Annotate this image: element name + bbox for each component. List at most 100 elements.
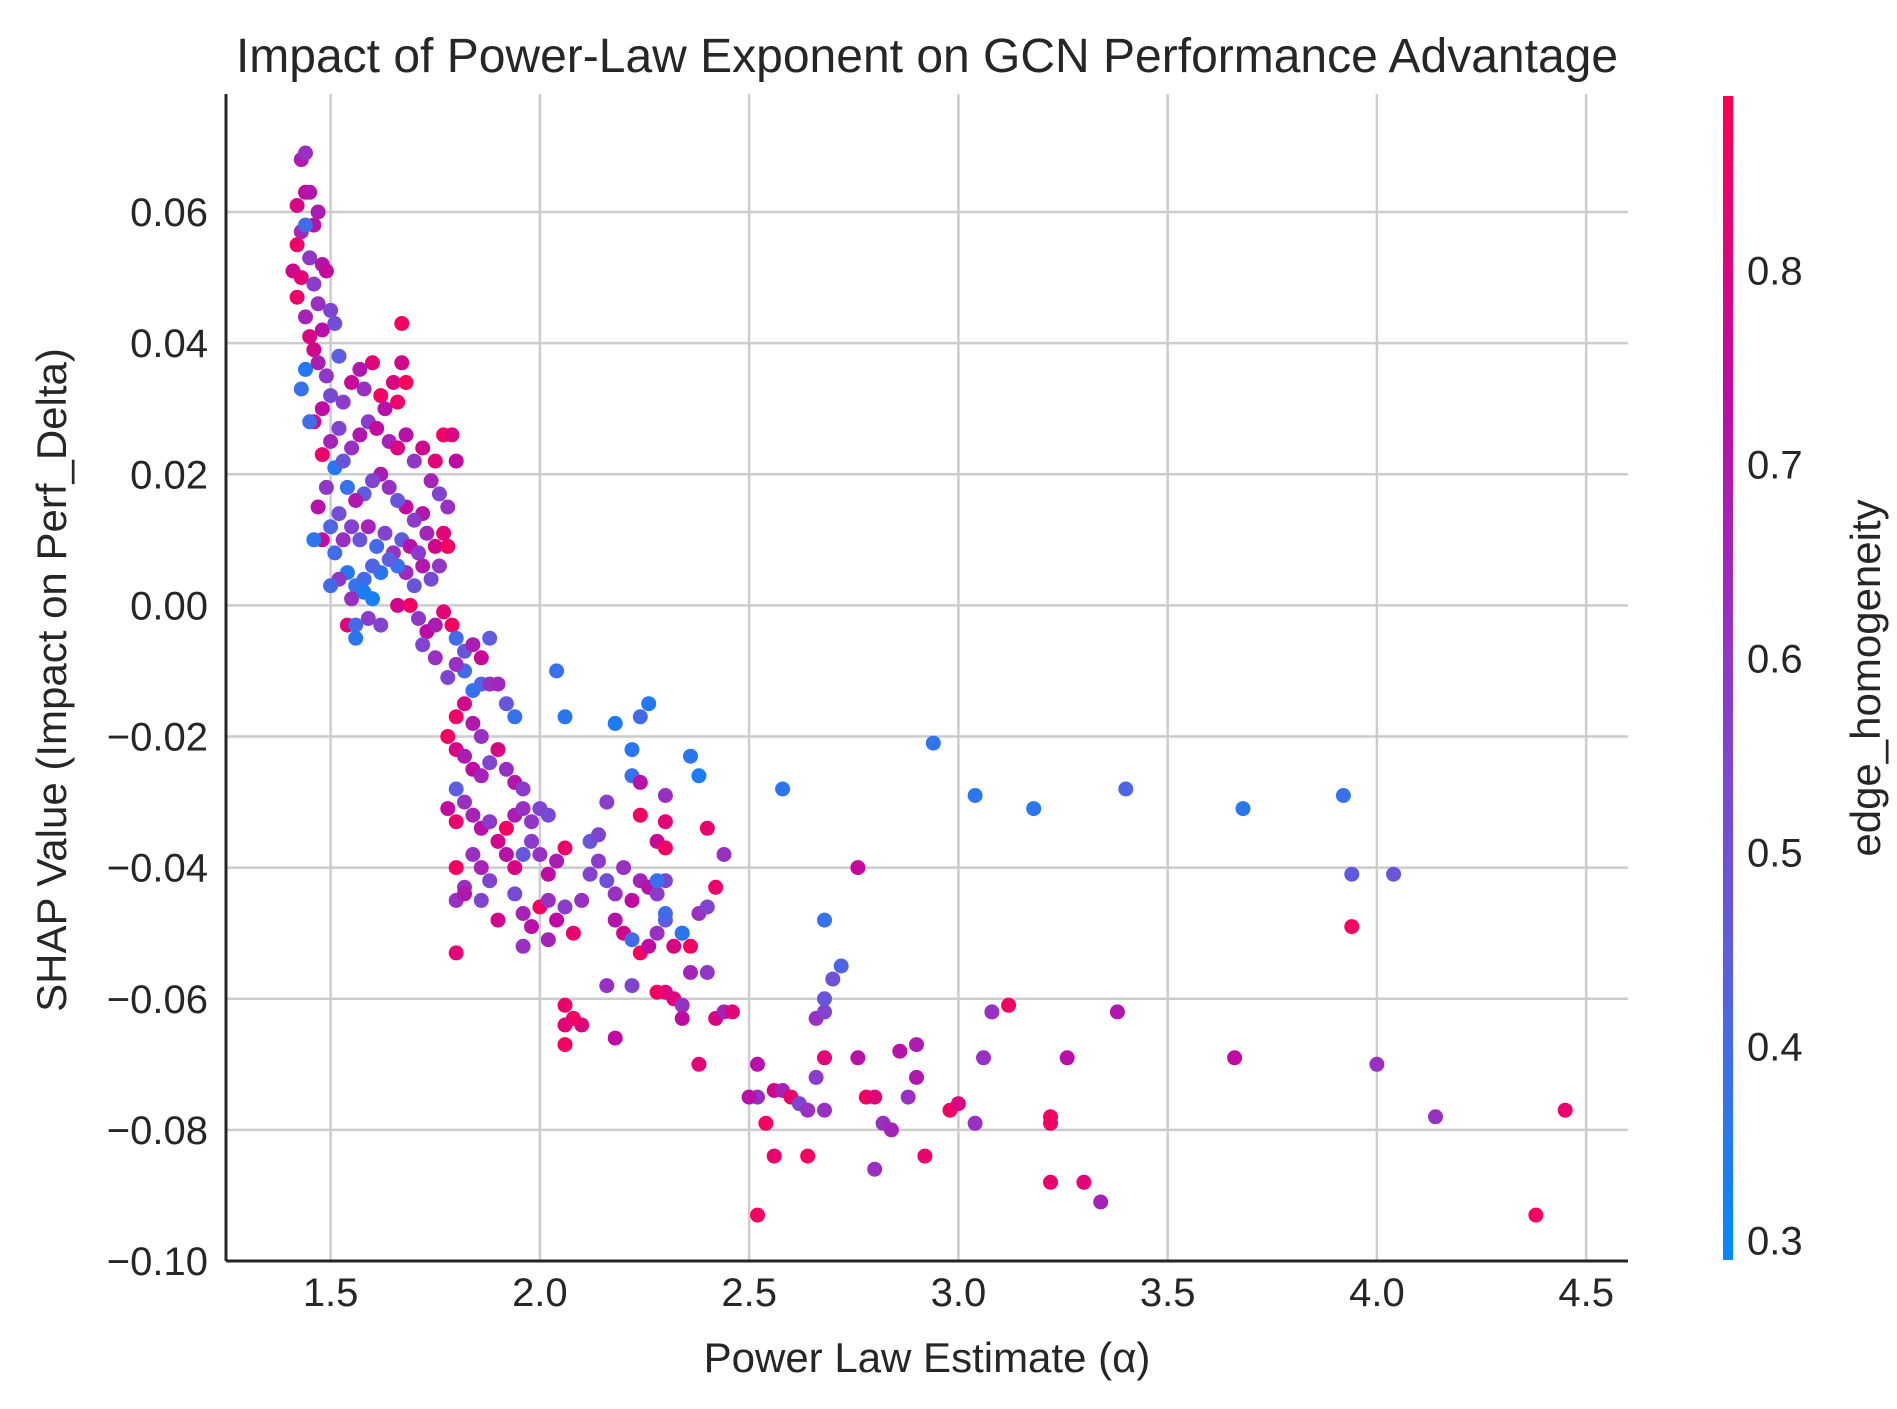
scatter-point	[289, 237, 305, 253]
scatter-point	[724, 1004, 740, 1020]
scatter-point	[406, 453, 422, 469]
scatter-point	[674, 997, 690, 1013]
scatter-point	[457, 794, 472, 810]
scatter-point	[427, 617, 443, 633]
scatter-point	[427, 650, 443, 666]
scatter-point	[457, 748, 472, 764]
scatter-point	[398, 375, 414, 390]
scatter-point	[599, 873, 615, 889]
scatter-point	[565, 925, 581, 941]
scatter-point	[390, 597, 406, 613]
scatter-point	[825, 971, 841, 987]
scatter-point	[415, 440, 431, 456]
scatter-point	[1026, 801, 1042, 817]
scatter-point	[302, 184, 318, 200]
x-tick-label: 3.0	[931, 1271, 987, 1315]
scatter-point	[967, 1115, 983, 1131]
scatter-point	[394, 355, 410, 371]
scatter-point	[557, 1037, 573, 1053]
colorbar-tick-label: 0.8	[1747, 250, 1803, 294]
scatter-point	[335, 453, 351, 469]
x-tick-label: 1.5	[303, 1271, 359, 1315]
x-tick-label: 2.5	[721, 1271, 777, 1315]
scatter-point	[515, 847, 531, 862]
scatter-point	[1093, 1194, 1109, 1210]
scatter-point	[411, 611, 426, 626]
scatter-point	[327, 316, 343, 331]
scatter-point	[657, 788, 673, 803]
scatter-point	[1076, 1174, 1092, 1190]
scatter-point	[314, 447, 330, 463]
scatter-point	[473, 892, 489, 908]
scatter-point	[398, 427, 414, 443]
x-tick-label: 3.5	[1140, 1271, 1196, 1315]
scatter-point	[1344, 919, 1360, 935]
scatter-point	[352, 361, 368, 377]
scatter-point	[482, 630, 498, 646]
scatter-point	[632, 774, 648, 790]
scatter-point	[540, 866, 556, 882]
scatter-point	[498, 761, 514, 777]
scatter-point	[1386, 866, 1402, 882]
scatter-point	[1335, 788, 1351, 803]
scatter-point	[549, 912, 565, 928]
scatter-point	[473, 729, 489, 744]
scatter-point	[348, 493, 364, 508]
x-tick-label: 4.0	[1349, 1271, 1405, 1315]
scatter-point	[457, 696, 472, 712]
scatter-point	[507, 886, 523, 902]
scatter-point	[515, 938, 531, 954]
scatter-point	[708, 879, 724, 895]
scatter-point	[549, 853, 565, 869]
scatter-point	[306, 342, 322, 358]
scatter-point	[448, 453, 464, 469]
colorbar	[1723, 96, 1733, 1260]
scatter-point	[352, 532, 368, 548]
scatter-point	[515, 801, 531, 817]
scatter-point	[293, 381, 309, 397]
scatter-point	[298, 309, 313, 325]
scatter-point	[750, 1056, 765, 1072]
scatter-point	[632, 709, 648, 725]
scatter-point	[716, 847, 732, 862]
scatter-point	[624, 932, 640, 948]
scatter-point	[298, 217, 313, 233]
scatter-point	[335, 394, 351, 410]
scatter-point	[406, 578, 422, 594]
y-tick-label: −0.10	[107, 1240, 208, 1284]
scatter-point	[490, 742, 506, 758]
scatter-point	[318, 263, 334, 279]
scatter-point	[683, 748, 698, 764]
scatter-point	[498, 696, 514, 712]
scatter-point	[448, 945, 464, 961]
scatter-point	[335, 532, 351, 548]
scatter-point	[310, 355, 326, 371]
scatter-point	[800, 1148, 816, 1164]
scatter-point	[817, 1004, 832, 1020]
colorbar-tick-label: 0.4	[1747, 1026, 1803, 1070]
scatter-point	[298, 361, 313, 377]
scatter-point	[683, 965, 698, 980]
scatter-point	[314, 401, 330, 417]
scatter-point	[607, 715, 623, 731]
scatter-point	[867, 1161, 883, 1177]
colorbar-label: edge_homogeneity	[1842, 499, 1889, 856]
scatter-point	[967, 788, 983, 803]
scatter-point	[775, 781, 791, 797]
scatter-point	[624, 742, 640, 758]
scatter-point	[289, 198, 305, 213]
scatter-point	[415, 558, 431, 574]
scatter-point	[411, 545, 426, 561]
scatter-point	[1001, 997, 1017, 1013]
scatter-point	[649, 873, 665, 889]
scatter-point	[473, 650, 489, 666]
scatter-point	[390, 440, 406, 456]
scatter-point	[298, 145, 313, 161]
scatter-point	[649, 984, 665, 1000]
scatter-point	[800, 1102, 816, 1118]
scatter-point	[423, 473, 439, 489]
scatter-point	[674, 1010, 690, 1026]
scatter-point	[1109, 1004, 1125, 1020]
scatter-point	[557, 709, 573, 725]
scatter-point	[473, 860, 489, 876]
